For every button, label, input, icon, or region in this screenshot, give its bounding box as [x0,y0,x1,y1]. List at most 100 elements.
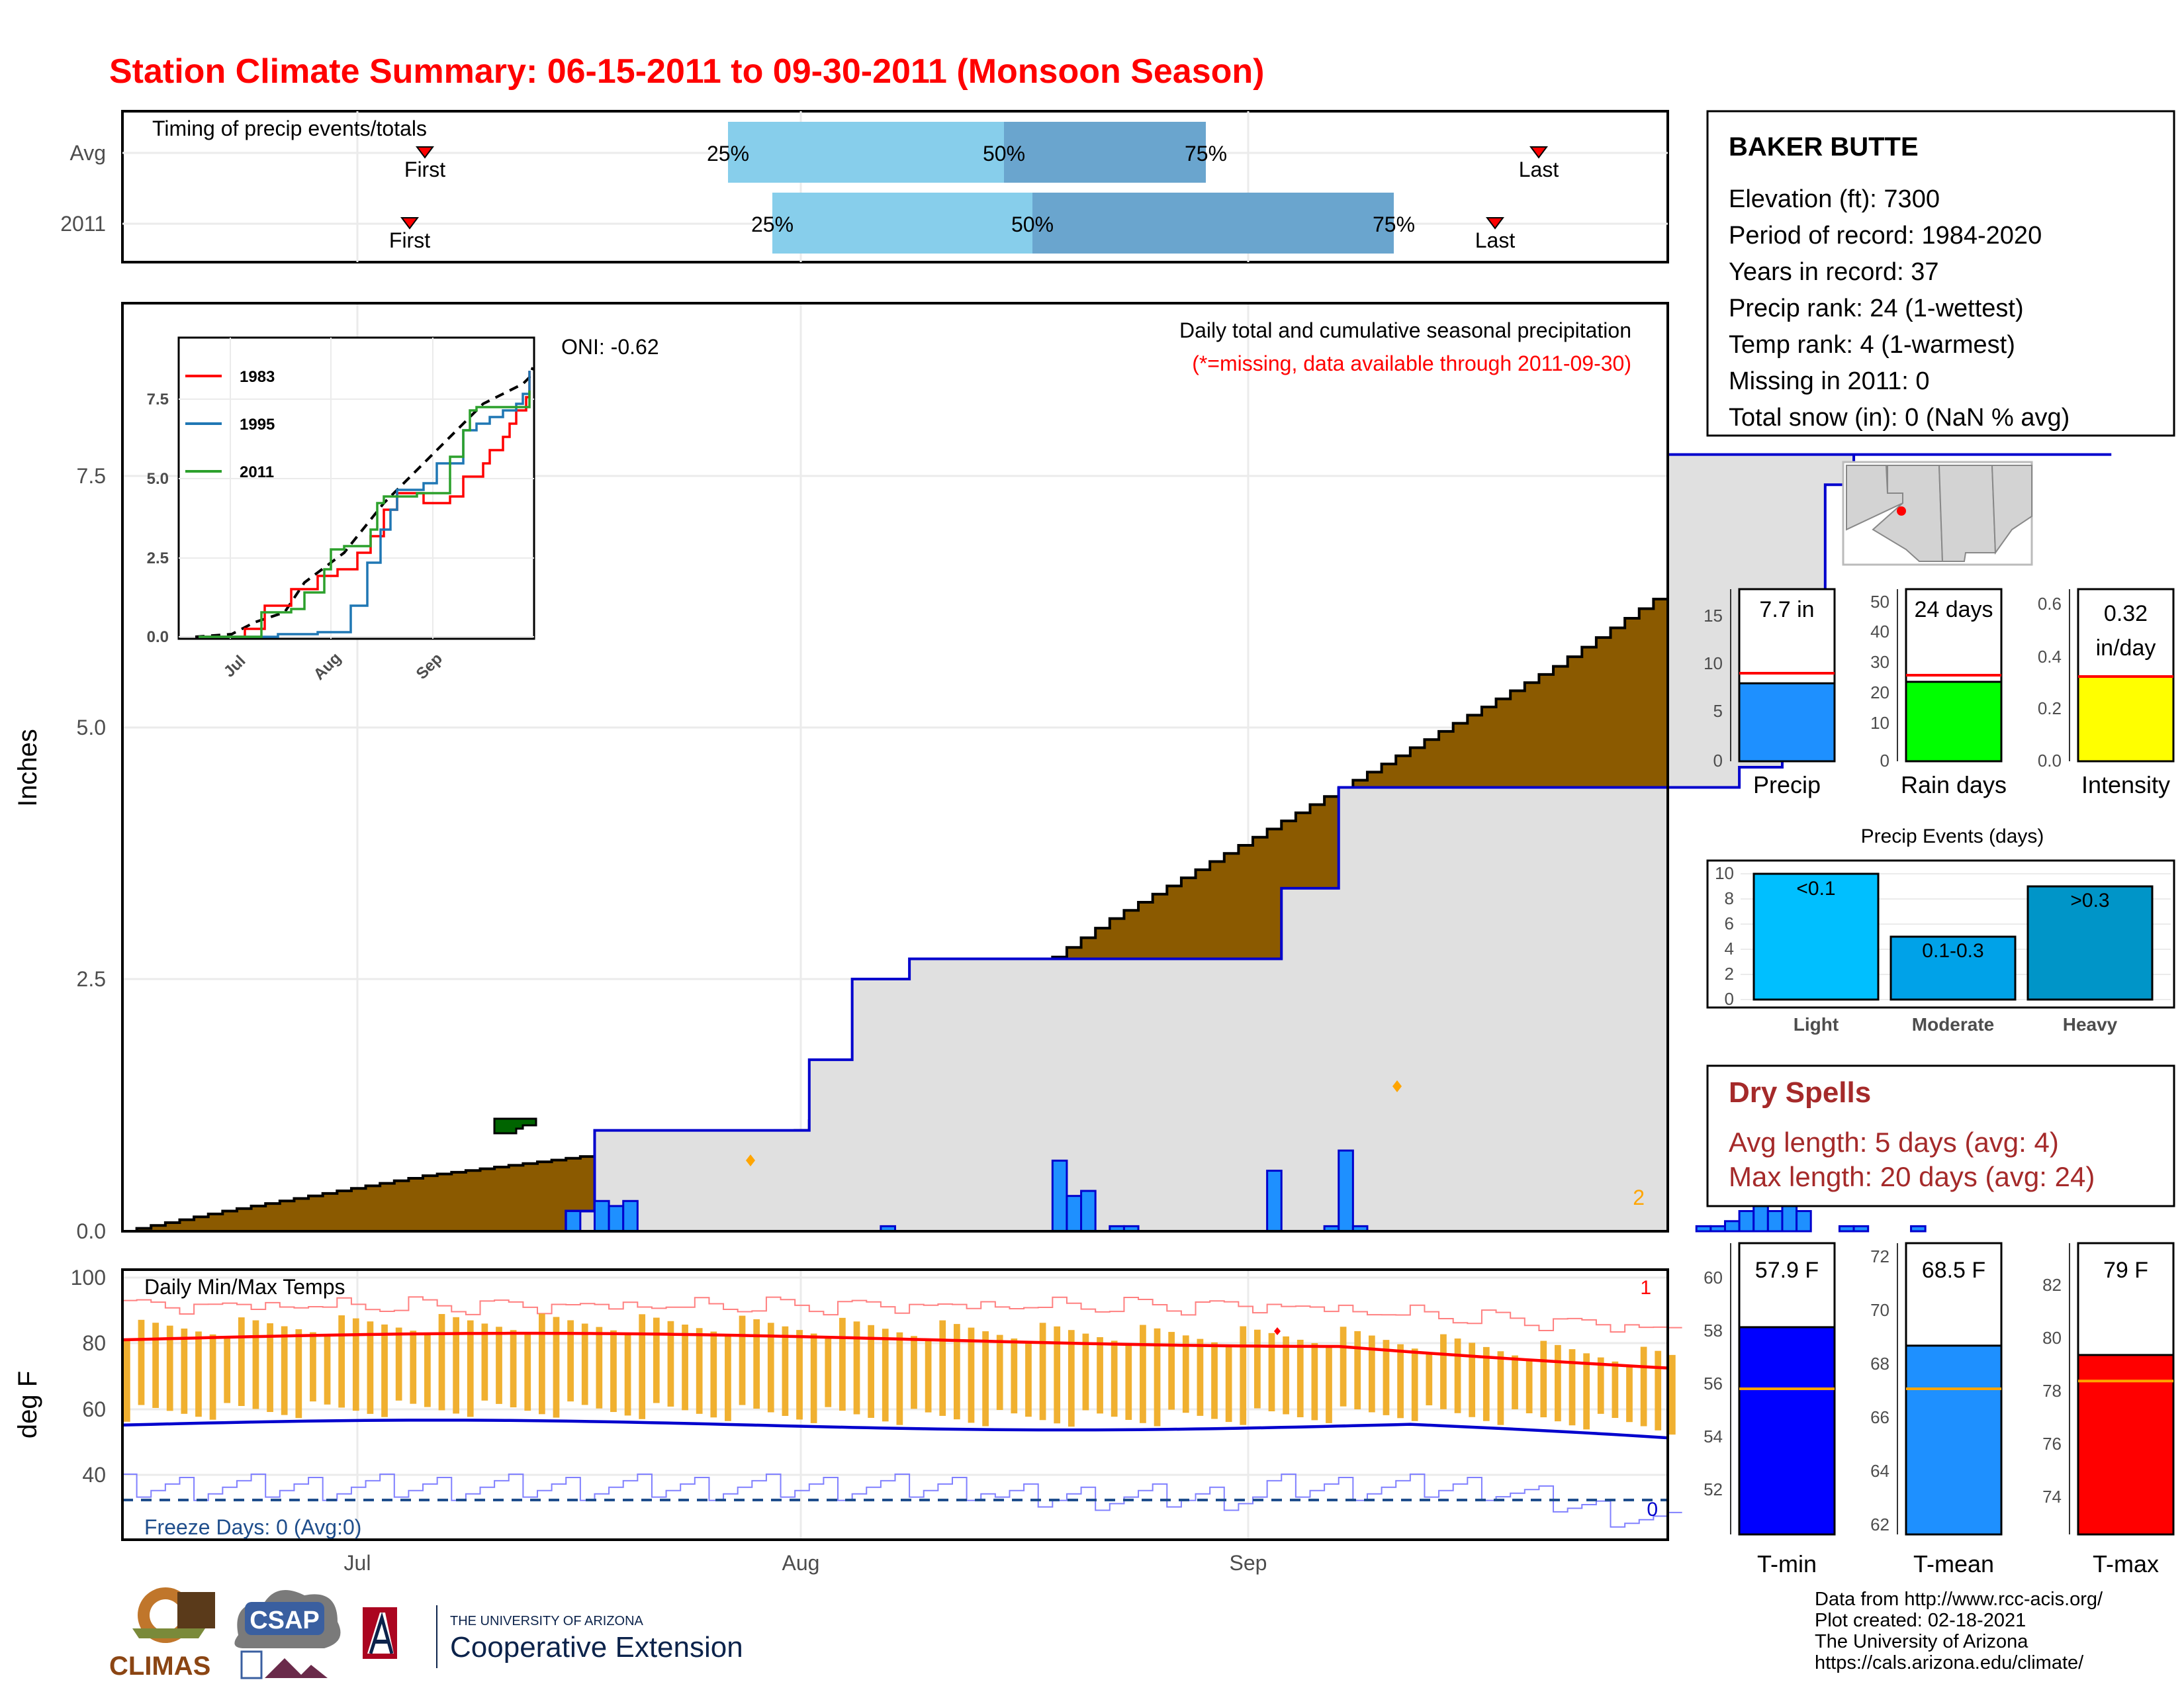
daily-temp-bar [295,1329,302,1419]
daily-temp-bar [567,1320,574,1402]
svg-text:52: 52 [1704,1479,1723,1499]
daily-temp-bar [925,1339,932,1413]
inset-legend-1995: 1995 [240,416,275,434]
inset-average-line [195,367,534,638]
record-marker [1392,1080,1402,1092]
daily-temp-bar [1097,1337,1103,1414]
daily-temp-bar [953,1324,960,1420]
raindays-value: 24 days [1914,597,1993,622]
ua-logo: THE UNIVERSITY OF ARIZONA Cooperative Ex… [363,1605,743,1668]
daily-temp-bar [1025,1342,1032,1417]
station-location-dot [1897,506,1906,516]
events-bar-label: 0.1-0.3 [1922,940,1983,962]
daily-temp-bar [324,1335,331,1405]
daily-temp-bar [510,1330,517,1407]
credit-line: The University of Arizona [1815,1631,2028,1652]
y2011-last-label: Last [1475,228,1516,252]
daily-precip-bar [1910,1225,1927,1233]
average-high-line [122,1331,1668,1370]
daily-temp-bar [1311,1342,1318,1421]
daily-precip-bar [1852,1225,1870,1233]
daily-temp-bar [667,1321,674,1407]
daily-temp-bar [882,1329,889,1422]
daily-temp-bar [696,1328,703,1414]
svg-text:15: 15 [1704,606,1723,626]
y-tick: 2.5 [77,967,106,991]
svg-text:72: 72 [1870,1246,1889,1266]
tmean-bar [1905,1344,2003,1536]
y2011-25-label: 25% [751,212,794,236]
daily-temp-bar [209,1334,216,1420]
raindays-label: Rain days [1901,771,2007,798]
daily-temp-bar [581,1323,588,1405]
svg-text:74: 74 [2042,1487,2062,1507]
raindays-bar [1905,680,2003,763]
daily-temp-bar [1626,1366,1633,1423]
daily-temp-bar [968,1327,975,1423]
record-high-count: 1 [1640,1277,1651,1299]
svg-text:0: 0 [1713,751,1723,771]
daily-temp-bar [1426,1352,1433,1405]
daily-temp-bar [825,1337,832,1407]
daily-precip-bar [1838,1225,1855,1233]
corner-count: 2 [1633,1186,1645,1209]
daily-precip-bar [622,1199,639,1233]
station-name: BAKER BUTTE [1729,132,1919,162]
daily-temp-bar [1254,1329,1261,1409]
panel-subtitle: (*=missing, data available through 2011-… [1192,352,1631,375]
daily-temp-bar [367,1321,374,1414]
daily-temp-bar [1182,1335,1189,1413]
daily-temp-bar [1039,1323,1046,1421]
x-tick-aug: Aug [782,1551,820,1575]
daily-temp-bar [1655,1350,1662,1430]
timing-panel: Timing of precip events/totals Avg 2011 … [60,110,1669,263]
svg-text:10: 10 [1870,713,1889,733]
svg-text:4: 4 [1725,939,1734,959]
svg-text:2: 2 [1725,964,1734,984]
record-marker [746,1154,755,1166]
precip-label: Precip [1753,771,1821,798]
temperature-panel: Daily Min/Max Temps Freeze Days: 0 (Avg:… [13,1266,1682,1575]
daily-temp-bar [1555,1344,1561,1422]
y-axis-label: Inches [13,729,42,807]
station-line: Precip rank: 24 (1-wettest) [1729,295,2024,322]
daily-temp-bar [238,1317,245,1406]
daily-precip-bar [1723,1220,1741,1233]
svg-text:0.6: 0.6 [2038,594,2062,614]
inset-y-tick: 0.0 [147,628,169,646]
inset-y-tick: 5.0 [147,470,169,488]
daily-temp-bar [1154,1328,1161,1427]
daily-temp-bar [1669,1354,1676,1435]
above-average-area [493,1117,537,1135]
timing-row-avg: Avg [69,141,106,165]
daily-temp-bar [1326,1346,1332,1423]
avg-25-50-bar [728,122,1004,183]
svg-text:0: 0 [1725,989,1734,1009]
inset-chart: 1983 1995 2011 7.5 5.0 2.5 0.0 Jul Aug S… [147,336,535,684]
daily-temp-bar [496,1327,502,1404]
dry-spells-max: Max length: 20 days (avg: 24) [1729,1161,2095,1192]
svg-text:64: 64 [1870,1461,1889,1481]
x-tick-jul: Jul [344,1551,371,1575]
tmin-value: 57.9 F [1755,1258,1819,1283]
csap-logo: CSAP [234,1590,341,1679]
intensity-summary-chart: 0.6 0.4 0.2 0.0 0.32 in/day Intensity [2038,588,2175,798]
svg-text:40: 40 [1870,622,1889,641]
daily-temp-bar [1612,1361,1619,1419]
daily-temp-bar [1440,1334,1447,1409]
tmax-chart: 82 80 78 76 74 79 F T-max [2042,1242,2175,1577]
y2011-50-75-bar [1032,193,1394,254]
daily-temp-bar [181,1329,188,1414]
daily-temp-bar [166,1325,173,1411]
precip-events-chart: Precip Events (days) <0.1 0.1-0.3 >0.3 1… [1706,825,2175,1035]
inset-line-1995 [199,371,531,638]
daily-temp-bar [453,1317,459,1414]
daily-temp-bar [281,1326,288,1415]
daily-temp-bar [1540,1340,1547,1418]
inset-legend-1983: 1983 [240,368,275,386]
avg-first-label: First [404,158,445,181]
daily-temp-bar [853,1321,860,1415]
daily-temp-bar [1469,1342,1476,1417]
